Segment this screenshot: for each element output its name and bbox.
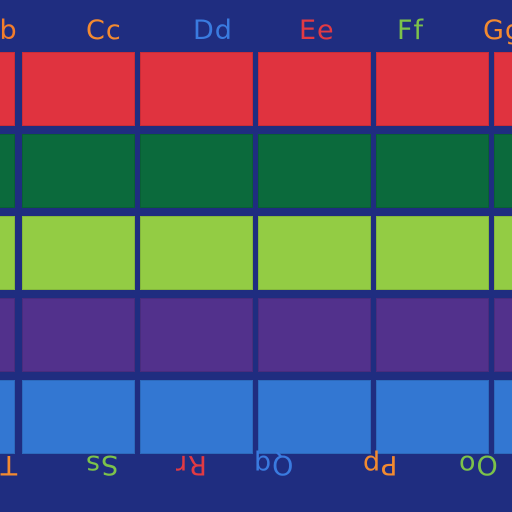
top-letter-g: Gg — [483, 15, 512, 46]
rug-square — [140, 380, 253, 454]
rug-square — [0, 216, 15, 290]
top-letter-b: Bb — [0, 15, 18, 46]
rug-square — [22, 134, 135, 208]
rug-square — [140, 134, 253, 208]
rug-square — [258, 298, 371, 372]
rug-square — [494, 298, 512, 372]
rug-square — [258, 134, 371, 208]
rug-square — [0, 380, 15, 454]
rug-square — [22, 52, 135, 126]
rug-square — [494, 134, 512, 208]
row-lime — [0, 216, 512, 290]
top-letter-d: Dd — [193, 15, 233, 46]
rug-square — [376, 298, 489, 372]
row-red — [0, 52, 512, 126]
rug-square — [376, 52, 489, 126]
rug-square — [494, 216, 512, 290]
rug-square — [0, 298, 15, 372]
bottom-letter-t: Tt — [0, 449, 18, 480]
row-green — [0, 134, 512, 208]
bottom-letter-o: Oo — [458, 449, 498, 480]
rug-square — [258, 380, 371, 454]
rug-square — [140, 298, 253, 372]
top-letter-e: Ee — [299, 15, 335, 46]
rug-square — [494, 380, 512, 454]
rug-square — [140, 52, 253, 126]
rug-square — [376, 216, 489, 290]
rug-square — [258, 52, 371, 126]
row-blue — [0, 380, 512, 454]
rug-square — [258, 216, 371, 290]
rug-square — [22, 216, 135, 290]
bottom-letter-q: Qq — [253, 449, 294, 480]
rug-square — [22, 380, 135, 454]
rug-square — [0, 52, 15, 126]
top-letter-f: Ff — [397, 15, 425, 46]
top-letter-c: Cc — [86, 15, 122, 46]
rug-square — [376, 380, 489, 454]
rug-square — [22, 298, 135, 372]
rug-square — [376, 134, 489, 208]
rug-square — [494, 52, 512, 126]
bottom-letter-p: Pp — [362, 449, 398, 480]
rug-square — [140, 216, 253, 290]
rug-square — [0, 134, 15, 208]
bottom-letter-s: Ss — [85, 449, 119, 480]
bottom-letter-r: Rr — [175, 449, 207, 480]
row-purple — [0, 298, 512, 372]
